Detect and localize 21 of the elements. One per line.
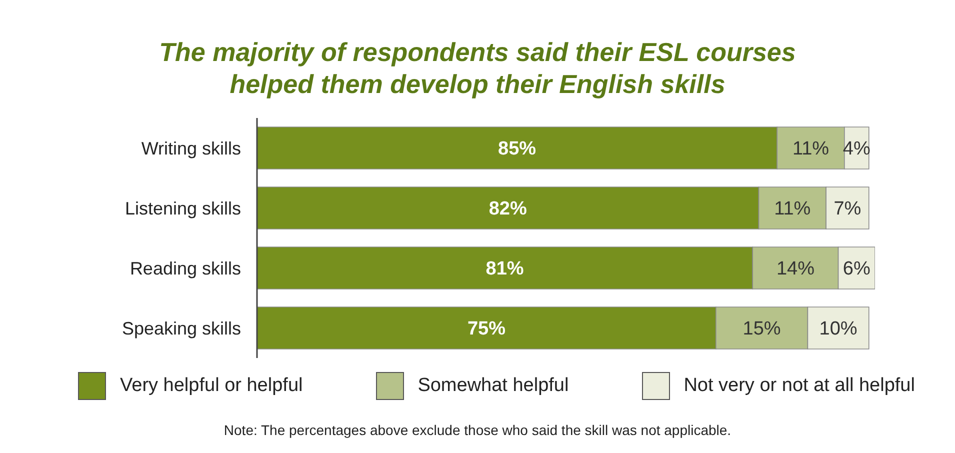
text: Note: The percentages above exclude those who said the skill was not applicable. bbox=[222, 422, 732, 438]
y-tick-label: Speaking skills bbox=[122, 318, 241, 338]
data-label: 11% bbox=[774, 198, 811, 220]
series-label: Very helpful or helpful bbox=[120, 375, 303, 397]
data-label: 10% bbox=[819, 318, 858, 340]
y-tick-label: Writing skills bbox=[141, 138, 241, 158]
chart-title: The majority of respondents said their ESL courses helped them develop their English skills bbox=[158, 36, 797, 101]
data-label: 14% bbox=[776, 258, 815, 280]
legend-label: Not very or not at all helpful bbox=[684, 375, 915, 397]
data-label: 15% bbox=[742, 318, 781, 340]
legend-label: Somewhat helpful bbox=[418, 375, 569, 397]
data-label: 7% bbox=[834, 198, 862, 220]
data-label: 6% bbox=[842, 258, 870, 280]
data-label: 11% bbox=[792, 138, 830, 160]
y-tick-label: Reading skills bbox=[130, 258, 241, 278]
data-label: 85% bbox=[498, 138, 536, 160]
data-label: 4% bbox=[842, 138, 870, 160]
y-tick-label: Listening skills bbox=[124, 198, 241, 218]
data-label: 82% bbox=[488, 198, 527, 220]
data-label: 75% bbox=[467, 318, 506, 340]
data-label: 81% bbox=[486, 258, 524, 280]
